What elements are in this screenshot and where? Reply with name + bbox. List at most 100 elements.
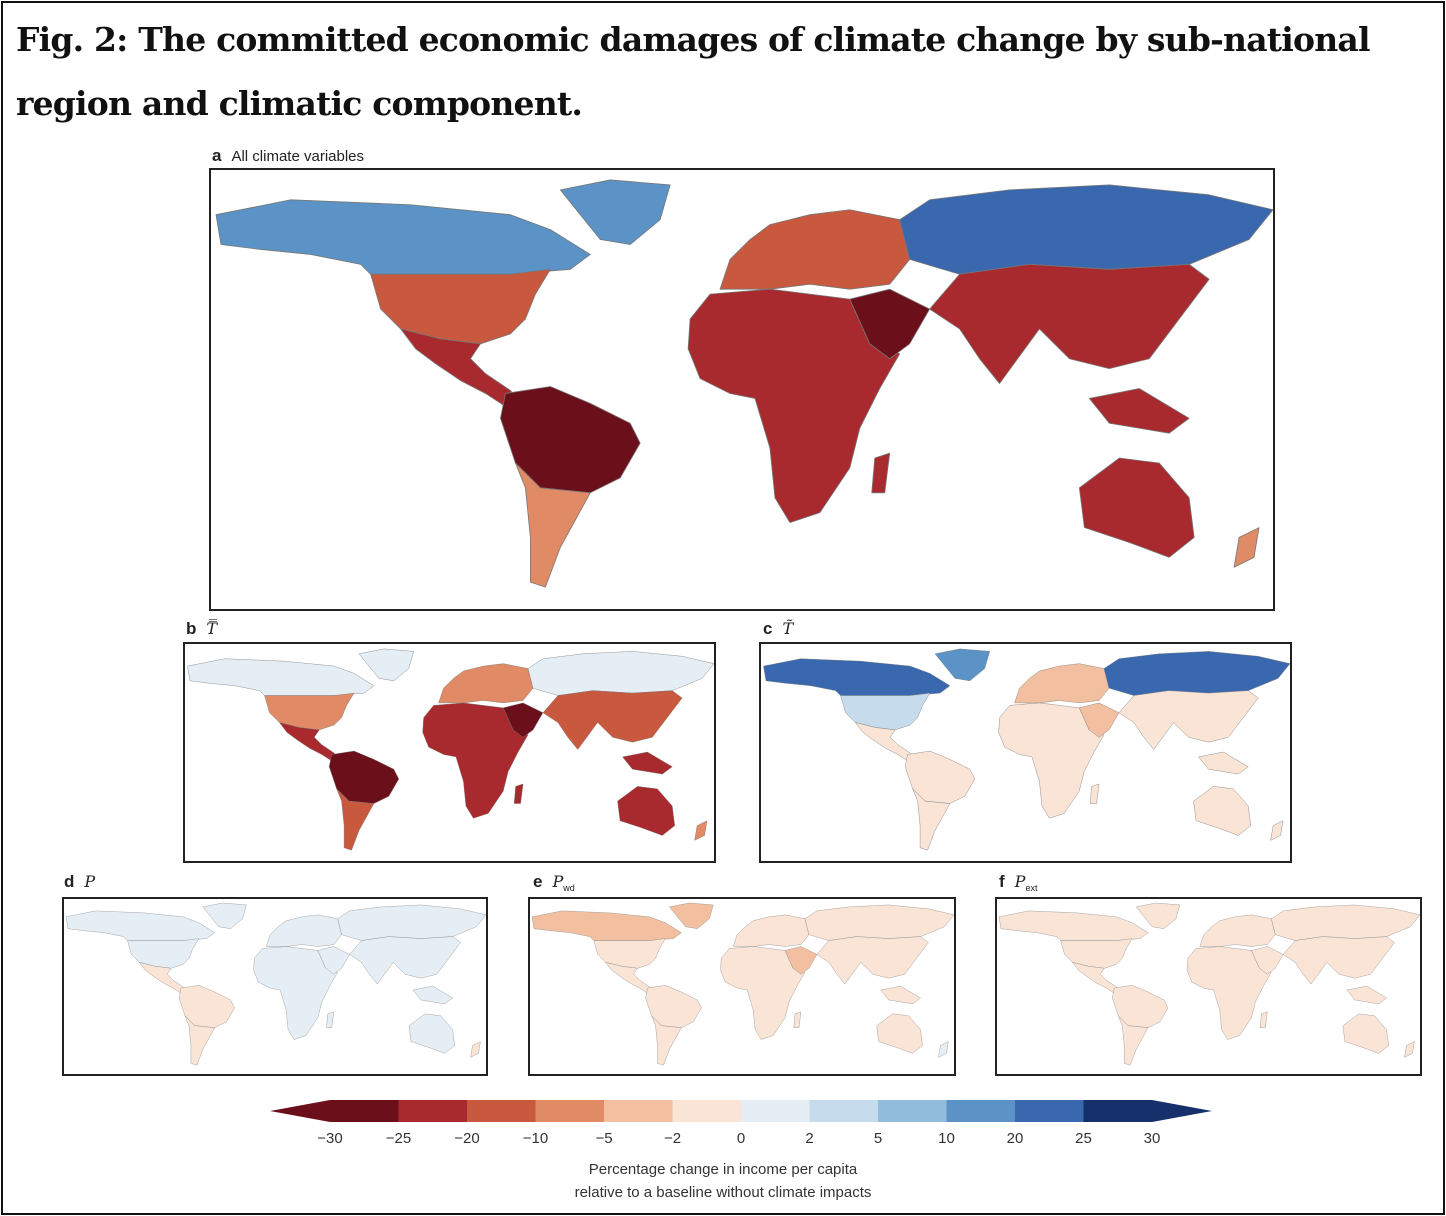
colorbar-tick-label: 0 — [736, 1130, 746, 1147]
panel-f-label: f Pext — [999, 872, 1038, 893]
region-south-asia — [542, 690, 683, 750]
region-new-zealand — [694, 820, 708, 841]
region-new-zealand — [1270, 820, 1284, 841]
region-sa-south — [651, 1015, 682, 1066]
map-panel-b — [183, 642, 716, 863]
region-canada — [998, 910, 1149, 941]
region-madagascar — [871, 452, 891, 494]
region-sa-north — [178, 985, 235, 1028]
region-europe — [719, 209, 911, 290]
region-usa — [127, 938, 200, 969]
region-middle-east — [502, 702, 544, 738]
region-middle-east — [317, 946, 350, 975]
colorbar-tick-label: −5 — [595, 1130, 613, 1147]
region-middle-east — [784, 946, 818, 975]
colorbar-bin — [604, 1100, 673, 1122]
region-greenland — [934, 648, 990, 682]
region-usa — [264, 692, 355, 731]
region-sa-south — [912, 788, 951, 851]
colorbar-bin — [946, 1100, 1016, 1122]
figure-title: Fig. 2: The committed economic damages o… — [16, 20, 1371, 123]
region-se-asia-islands — [622, 751, 673, 775]
region-africa — [720, 946, 806, 1040]
region-europe — [438, 663, 534, 704]
colorbar-tick-label: −20 — [454, 1130, 480, 1147]
colorbar-bin — [398, 1100, 468, 1122]
panel-b-label: b T̿ — [186, 619, 218, 638]
world-map — [998, 902, 1420, 1066]
region-north-asia — [899, 184, 1273, 275]
region-new-zealand — [470, 1041, 481, 1058]
region-north-asia — [527, 651, 714, 696]
region-australia — [1342, 1013, 1389, 1054]
map-panel-e — [528, 897, 956, 1076]
region-se-asia-islands — [880, 985, 921, 1005]
region-south-asia — [1283, 936, 1395, 985]
region-canada — [187, 658, 375, 696]
colorbar-bin — [1083, 1100, 1212, 1122]
map-panel-a — [209, 168, 1275, 611]
region-australia — [1078, 457, 1195, 558]
colorbar-tick-label: 10 — [938, 1130, 955, 1147]
colorbar-bin — [809, 1100, 879, 1122]
region-madagascar — [793, 1011, 802, 1028]
region-europe — [266, 914, 342, 947]
region-europe — [1014, 663, 1110, 704]
region-greenland — [358, 648, 414, 682]
region-sa-south — [1118, 1015, 1149, 1066]
region-middle-east — [1078, 702, 1120, 738]
colorbar-tick-label: 5 — [873, 1130, 883, 1147]
region-new-zealand — [1404, 1041, 1415, 1058]
region-north-asia — [804, 904, 954, 941]
colorbar-caption-line2: relative to a baseline without climate i… — [574, 1184, 872, 1201]
world-map — [65, 902, 486, 1066]
colorbar-tick-label: −25 — [385, 1130, 412, 1147]
region-australia — [1193, 786, 1251, 836]
region-middle-east — [849, 288, 931, 360]
region-sa-south — [184, 1015, 215, 1066]
world-map — [215, 179, 1273, 588]
region-usa — [593, 938, 666, 969]
region-greenland — [1135, 902, 1181, 929]
region-usa — [840, 692, 931, 731]
region-se-asia-islands — [412, 985, 453, 1005]
region-sa-south — [336, 788, 375, 851]
region-africa — [422, 702, 529, 819]
colorbar-bin — [535, 1100, 605, 1122]
region-canada — [215, 199, 591, 275]
region-australia — [408, 1013, 455, 1054]
panel-a-label: a All climate variables — [212, 146, 365, 165]
region-sa-north — [1112, 985, 1169, 1028]
region-africa — [253, 946, 338, 1040]
colorbar-tick-label: −10 — [522, 1130, 549, 1147]
region-australia — [617, 786, 675, 836]
region-usa — [370, 268, 551, 345]
colorbar-bin — [741, 1100, 810, 1122]
region-se-asia-islands — [1346, 985, 1387, 1005]
map-panel-f — [995, 897, 1422, 1076]
colorbar-tick-label: −2 — [663, 1130, 682, 1147]
region-sa-north — [904, 750, 975, 804]
region-canada — [65, 910, 215, 941]
world-map — [187, 648, 714, 851]
region-sa-south — [515, 462, 591, 588]
region-south-asia — [816, 936, 929, 985]
colorbar — [270, 1100, 1212, 1122]
region-sa-north — [328, 750, 399, 804]
region-greenland — [202, 902, 247, 929]
region-north-asia — [1271, 904, 1420, 941]
region-usa — [1060, 938, 1133, 969]
colorbar-tick-label: 30 — [1143, 1130, 1161, 1147]
region-madagascar — [326, 1011, 334, 1028]
region-se-asia-islands — [1198, 751, 1249, 775]
region-europe — [733, 914, 810, 947]
region-europe — [1199, 914, 1276, 947]
colorbar-bin — [467, 1100, 536, 1122]
colorbar-tick-label: −30 — [317, 1130, 343, 1147]
region-africa — [687, 288, 901, 523]
colorbar-bin — [878, 1100, 947, 1122]
region-madagascar — [513, 783, 524, 804]
region-north-asia — [1103, 651, 1290, 696]
region-africa — [1186, 946, 1272, 1040]
